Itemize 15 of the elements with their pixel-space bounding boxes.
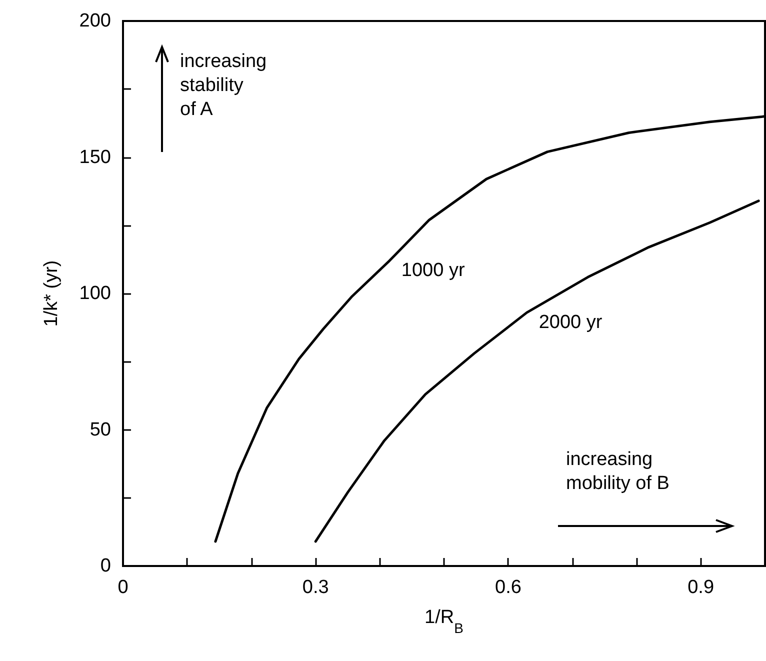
x-tick-label: 0: [118, 577, 128, 598]
series-label: 1000 yr: [401, 258, 465, 283]
y-tick-label: 150: [79, 146, 111, 168]
x-tick-label: 0.9: [688, 577, 714, 598]
annotation: increasing stability of A: [180, 50, 267, 122]
y-tick-label: 50: [90, 419, 111, 440]
annotation: increasing mobility of B: [566, 448, 670, 496]
y-tick-label: 200: [79, 10, 111, 32]
x-tick-label: 0.6: [494, 577, 522, 598]
series-label: 2000 yr: [538, 310, 602, 335]
x-tick-label: 0.3: [302, 577, 329, 598]
y-axis-title: 1/k* (yr): [41, 260, 62, 327]
y-tick-label: 100: [79, 283, 111, 304]
y-tick-label: 0: [100, 556, 111, 576]
line-series: [314, 200, 760, 543]
